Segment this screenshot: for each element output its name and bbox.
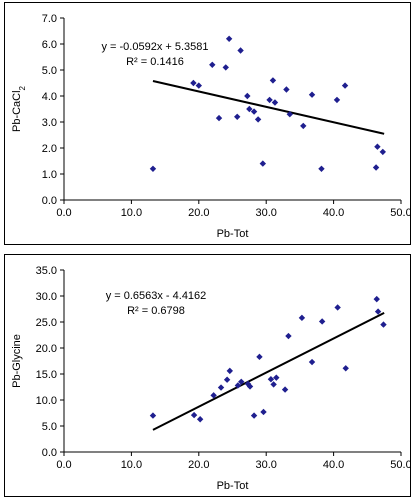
x-tick-label: 40.0: [323, 459, 344, 471]
x-tick-label: 0.0: [56, 207, 71, 219]
y-tick-label: 20.0: [36, 343, 57, 355]
x-tick-label: 10.0: [121, 207, 142, 219]
data-point: [373, 295, 380, 303]
data-point: [286, 111, 293, 118]
data-point: [318, 165, 325, 172]
data-point: [374, 308, 382, 315]
trendline: [152, 80, 385, 135]
data-point: [256, 353, 263, 361]
data-point: [246, 105, 253, 113]
data-point: [195, 82, 202, 89]
x-tick-label: 30.0: [255, 459, 276, 471]
data-point: [149, 165, 157, 172]
data-point: [298, 314, 306, 322]
y-tick-label: 4.0: [42, 91, 57, 103]
y-tick-label: 2.0: [42, 143, 57, 155]
y-axis-title: Pb-CaCl2: [11, 85, 27, 132]
y-tick-label: 30.0: [36, 291, 57, 303]
data-point: [270, 381, 277, 388]
data-point: [215, 114, 223, 122]
data-point: [254, 116, 262, 123]
y-tick-label: 15.0: [36, 369, 57, 381]
data-point: [250, 108, 258, 115]
data-point: [341, 82, 349, 89]
data-point: [372, 164, 380, 171]
x-tick-label: 10.0: [121, 459, 142, 471]
y-axis-title-subscript: 2: [18, 85, 27, 90]
x-tick-label: 20.0: [188, 207, 209, 219]
data-point: [250, 412, 258, 419]
x-tick-label: 50.0: [390, 207, 410, 219]
x-tick-label: 20.0: [188, 459, 209, 471]
y-axis-title: Pb-Glycine: [11, 334, 23, 388]
data-point: [210, 392, 217, 399]
r-squared-label: R² = 0.6798: [127, 305, 185, 317]
scatter-chart-pb-glycine: 0.0 5.0 10.0 15.0 20.0 25.0 30.0 35.0 0.0 10.0 20.…: [11, 265, 410, 492]
x-tick-label: 0.0: [56, 459, 71, 471]
data-point: [271, 99, 279, 106]
data-point: [190, 411, 198, 419]
data-point: [222, 64, 229, 71]
scatter-chart-pb-cacl2: 0.0 1.0 2.0 3.0 4.0 5.0 6.0 7.0 0.0 10.0 20.0 30.0 4…: [11, 13, 410, 240]
data-point: [234, 113, 241, 120]
data-point: [196, 416, 204, 423]
data-point: [209, 61, 216, 68]
y-tick-label: 7.0: [42, 13, 57, 25]
data-point: [190, 79, 197, 87]
trendline: [152, 311, 385, 431]
data-point: [308, 358, 316, 366]
r-squared-label: R² = 0.1416: [126, 56, 184, 68]
data-point: [238, 378, 245, 385]
data-point: [285, 332, 292, 340]
data-point: [266, 96, 273, 104]
y-tick-label: 25.0: [36, 317, 57, 329]
data-point: [226, 367, 234, 375]
data-point: [223, 376, 231, 383]
y-tick-label: 3.0: [42, 117, 57, 129]
data-point: [269, 77, 277, 84]
trendline-equation: y = 0.6563x - 4.4162: [106, 290, 207, 302]
data-point: [380, 321, 387, 328]
y-tick-label: 0.0: [42, 195, 57, 207]
data-point: [217, 384, 225, 391]
y-tick-label: 5.0: [42, 65, 57, 77]
data-point: [379, 148, 387, 156]
x-axis-title: Pb-Tot: [217, 228, 249, 240]
x-tick-label: 40.0: [323, 207, 344, 219]
data-point: [308, 91, 316, 98]
x-axis-title: Pb-Tot: [217, 480, 249, 492]
data-point: [300, 122, 307, 130]
data-point: [260, 408, 267, 416]
data-point: [374, 143, 381, 150]
y-tick-label: 10.0: [36, 395, 57, 407]
data-point: [237, 47, 244, 54]
data-point: [244, 92, 251, 100]
data-point: [283, 86, 290, 93]
y-tick-label: 5.0: [42, 421, 57, 433]
x-tick-label: 50.0: [390, 459, 410, 471]
data-point: [273, 374, 280, 381]
data-point: [149, 412, 157, 419]
data-point: [333, 96, 341, 104]
data-point: [259, 160, 267, 167]
data-point: [267, 376, 275, 383]
y-tick-label: 6.0: [42, 39, 57, 51]
y-tick-label: 35.0: [36, 265, 57, 277]
data-point: [246, 383, 254, 390]
y-tick-label: 0.0: [42, 447, 57, 459]
data-point: [225, 35, 233, 42]
chart-panel-pb-glycine: 0.0 5.0 10.0 15.0 20.0 25.0 30.0 35.0 0.0 10.0 20.…: [4, 254, 411, 497]
chart-panel-pb-cacl2: 0.0 1.0 2.0 3.0 4.0 5.0 6.0 7.0 0.0 10.0 20.0 30.0 4…: [4, 2, 411, 245]
trendline-equation: y = -0.0592x + 5.3581: [101, 41, 208, 53]
data-point: [318, 318, 326, 325]
data-point: [334, 304, 341, 311]
data-point: [281, 386, 289, 393]
y-tick-label: 1.0: [42, 169, 57, 181]
data-point: [234, 382, 242, 389]
data-point: [342, 365, 349, 372]
x-tick-label: 30.0: [255, 207, 276, 219]
